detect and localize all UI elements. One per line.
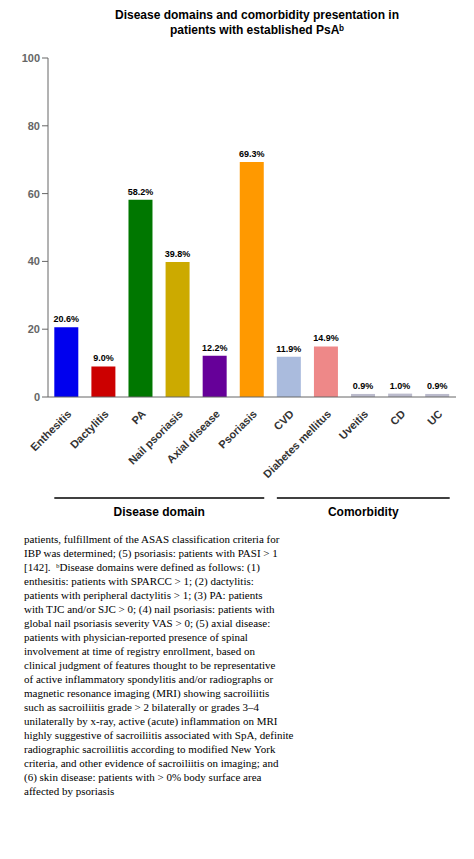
svg-text:69.3%: 69.3% xyxy=(239,149,265,159)
svg-text:11.9%: 11.9% xyxy=(276,344,301,354)
svg-text:0.9%: 0.9% xyxy=(353,381,374,391)
svg-text:1.0%: 1.0% xyxy=(390,381,411,391)
svg-text:40: 40 xyxy=(28,255,40,267)
svg-text:Dactylitis: Dactylitis xyxy=(68,408,111,451)
svg-text:UC: UC xyxy=(425,408,445,428)
svg-text:80: 80 xyxy=(28,120,40,132)
svg-text:39.8%: 39.8% xyxy=(165,249,191,259)
svg-text:20.6%: 20.6% xyxy=(54,314,80,324)
svg-text:9.0%: 9.0% xyxy=(93,353,114,363)
svg-text:Diabetes mellitus: Diabetes mellitus xyxy=(261,408,333,480)
svg-text:20: 20 xyxy=(28,323,40,335)
svg-text:Nail psoriasis: Nail psoriasis xyxy=(125,407,185,467)
svg-text:14.9%: 14.9% xyxy=(313,333,339,343)
svg-text:0: 0 xyxy=(34,391,40,403)
svg-text:Enthesitis: Enthesitis xyxy=(28,408,74,454)
svg-text:CVD: CVD xyxy=(271,408,296,433)
html-text:patients, fulfillment of the A: patients, fulfillment of the ASAS classi… xyxy=(24,533,294,797)
svg-text:12.2%: 12.2% xyxy=(202,343,228,353)
svg-text:Axial disease: Axial disease xyxy=(164,408,222,466)
svg-text:0.9%: 0.9% xyxy=(427,381,448,391)
svg-text:100: 100 xyxy=(22,52,40,64)
svg-text:60: 60 xyxy=(28,188,40,200)
svg-text:Comorbidity: Comorbidity xyxy=(328,505,399,519)
html-text:Disease domains and comorbidit: Disease domains and comorbidity presenta… xyxy=(115,8,399,37)
svg-text:PA: PA xyxy=(129,408,148,427)
svg-text:Psoriasis: Psoriasis xyxy=(216,408,259,451)
svg-text:Disease domain: Disease domain xyxy=(114,505,205,519)
svg-text:CD: CD xyxy=(388,408,408,428)
svg-text:58.2%: 58.2% xyxy=(128,187,154,197)
svg-text:Uveitis: Uveitis xyxy=(336,408,370,442)
